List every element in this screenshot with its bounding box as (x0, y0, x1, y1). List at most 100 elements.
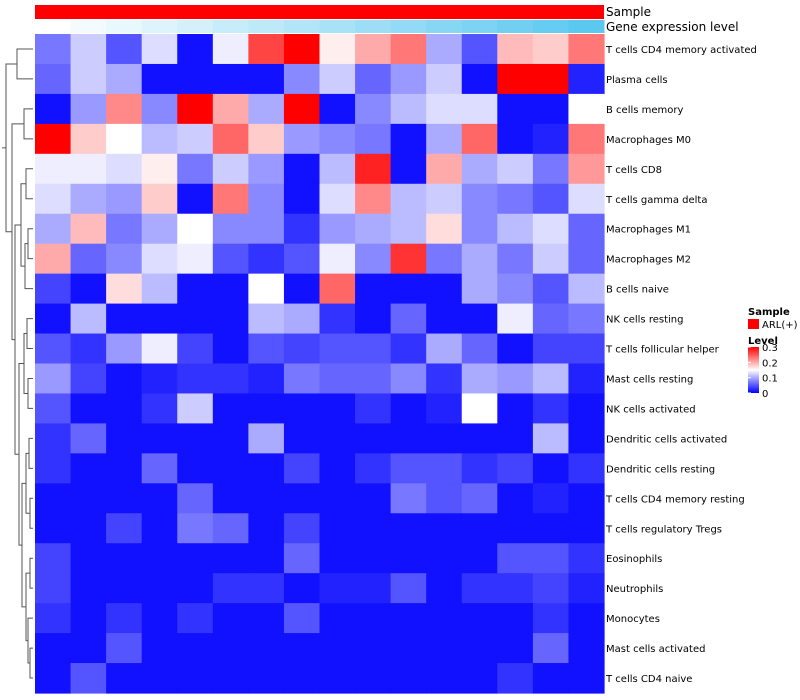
heatmap-cell (568, 333, 605, 365)
heatmap-cell (319, 573, 356, 604)
annotation-gene-cell (106, 20, 143, 33)
heatmap-cell (177, 573, 214, 604)
heatmap-cell (390, 63, 427, 95)
dendrogram-branch (27, 228, 33, 260)
legend-tick-label: 0.2 (762, 358, 778, 369)
heatmap-cell (568, 453, 605, 484)
heatmap-cell (532, 363, 570, 395)
heatmap-cell (319, 543, 356, 574)
heatmap-cell (106, 303, 143, 335)
heatmap-cell (70, 363, 107, 395)
heatmap-cell (141, 93, 178, 125)
heatmap-cell (568, 153, 605, 185)
heatmap-cell (497, 243, 534, 275)
heatmap-cell (70, 243, 107, 275)
heatmap-cell (35, 663, 72, 694)
heatmap-cell (283, 153, 321, 185)
heatmap-cell (390, 603, 427, 634)
heatmap-cell (35, 123, 72, 155)
heatmap-cell (35, 423, 72, 454)
heatmap-cell (319, 363, 356, 395)
heatmap-cell (568, 123, 605, 155)
heatmap-cell (283, 183, 321, 215)
heatmap-cell (497, 483, 534, 514)
heatmap-cell (390, 633, 427, 664)
heatmap-cell (426, 393, 463, 425)
row-label: T cells CD4 memory activated (605, 45, 757, 56)
heatmap-cell (568, 303, 605, 335)
heatmap-cell (497, 573, 534, 604)
heatmap-cell (497, 423, 534, 454)
heatmap-cell (426, 543, 463, 574)
heatmap-cell (212, 273, 249, 305)
heatmap-cell (248, 513, 285, 544)
heatmap-cell (390, 513, 427, 544)
heatmap-cell (426, 183, 463, 215)
heatmap-cell (390, 303, 427, 335)
heatmap-cell (212, 453, 249, 484)
heatmap-cell (390, 273, 427, 305)
heatmap-cell (106, 663, 143, 694)
heatmap-cell (35, 633, 72, 664)
heatmap-cell (141, 393, 178, 425)
row-label: T cells gamma delta (605, 195, 707, 206)
row-label: Monocytes (606, 614, 660, 625)
heatmap-cell (532, 663, 570, 694)
heatmap-cell (177, 34, 214, 65)
heatmap-cell (426, 213, 463, 245)
heatmap-cell (35, 183, 72, 215)
dendrogram-branch (23, 108, 33, 140)
heatmap-cell (355, 63, 392, 95)
heatmap-cell (177, 543, 214, 574)
heatmap-cell (35, 153, 72, 185)
heatmap-cell (568, 243, 605, 275)
dendrogram-branch (16, 48, 33, 80)
heatmap-cell (248, 333, 285, 365)
heatmap-cell (106, 93, 143, 125)
row-label: T cells CD8 (605, 165, 662, 176)
heatmap-cell (106, 273, 143, 305)
heatmap-cell (568, 543, 605, 574)
heatmap-cell (283, 93, 321, 125)
heatmap-cell (497, 363, 534, 395)
heatmap-cell (177, 423, 214, 454)
row-dendrogram (2, 48, 33, 679)
row-label: T cells CD4 memory resting (605, 494, 745, 505)
heatmap-cell (426, 303, 463, 335)
heatmap-cell (177, 243, 214, 275)
heatmap-cell (461, 123, 498, 155)
heatmap-cell (212, 423, 249, 454)
heatmap-cell (568, 34, 605, 65)
heatmap-cell (390, 363, 427, 395)
heatmap-cell (141, 183, 178, 215)
heatmap-cell (390, 423, 427, 454)
heatmap-cell (568, 633, 605, 664)
heatmap-cell (461, 63, 498, 95)
heatmap-cell (248, 243, 285, 275)
heatmap-cell (355, 573, 392, 604)
heatmap-cell (35, 63, 72, 95)
dendrogram-branch (11, 123, 24, 341)
heatmap-cell (283, 273, 321, 305)
heatmap-cell (319, 663, 356, 694)
heatmap-cell (106, 603, 143, 634)
heatmap-cell (248, 633, 285, 664)
heatmap-cell (319, 633, 356, 664)
heatmap-cell (319, 423, 356, 454)
heatmap-cell (70, 63, 107, 95)
heatmap-cell (532, 483, 570, 514)
heatmap-cell (70, 453, 107, 484)
heatmap-cell (390, 153, 427, 185)
row-label: NK cells resting (606, 315, 683, 326)
heatmap-cell (248, 123, 285, 155)
heatmap-cell (532, 333, 570, 365)
annotation-gene-expression-bar (35, 20, 605, 33)
row-label: Macrophages M1 (606, 225, 691, 236)
heatmap-cell (106, 573, 143, 604)
heatmap-cell (461, 483, 498, 514)
heatmap-cell (283, 123, 321, 155)
dendrogram-branch (21, 482, 26, 608)
heatmap-cell (35, 273, 72, 305)
heatmap-cell (106, 183, 143, 215)
heatmap-cell (497, 213, 534, 245)
